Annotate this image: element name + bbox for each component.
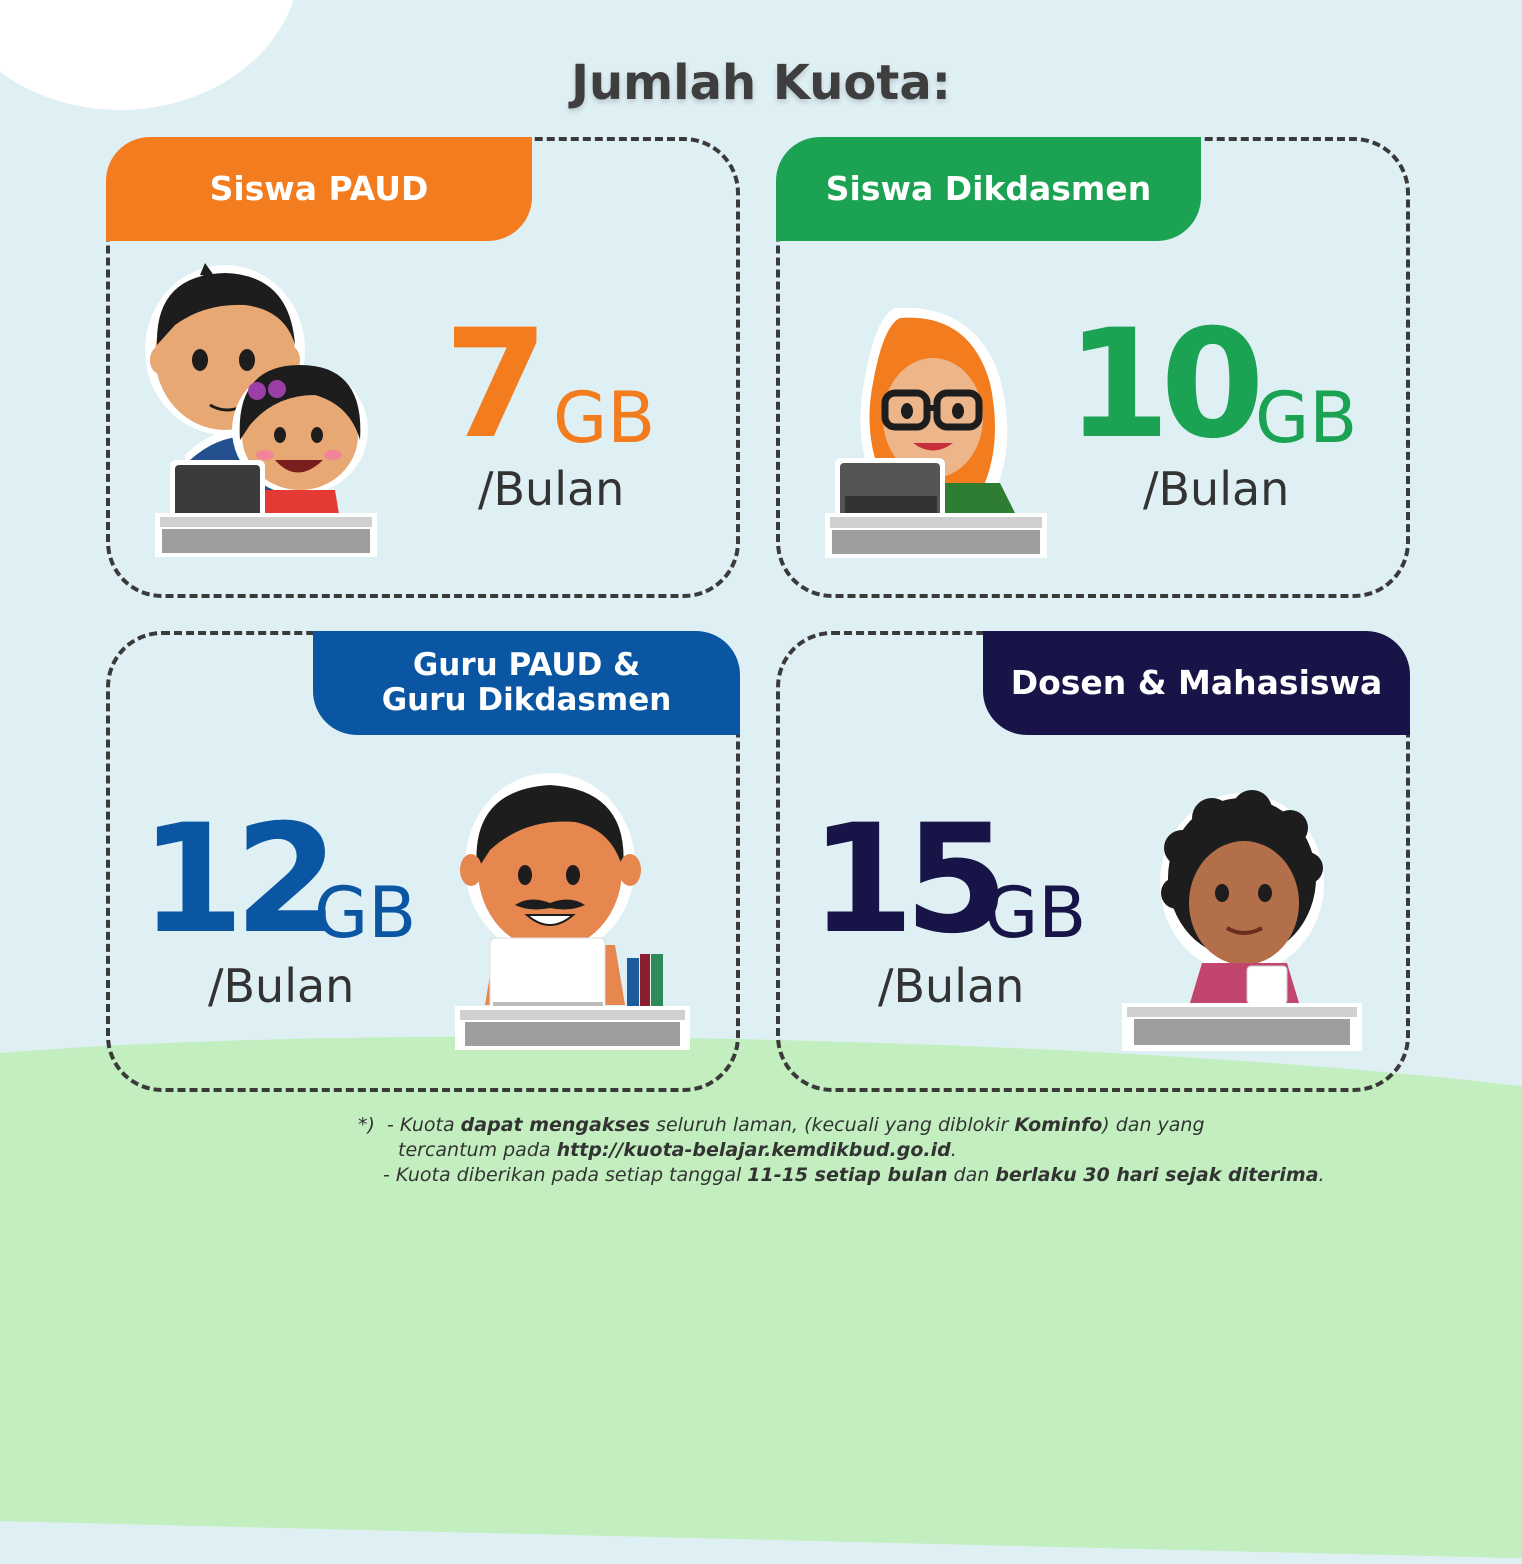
quota-amount-siswa-paud: 7	[444, 298, 548, 472]
quota-url-link[interactable]: http://kuota-belajar.kemdikbud.go.id	[556, 1139, 951, 1161]
background-ground	[0, 1016, 1522, 1564]
university-student-illustration	[1122, 790, 1362, 1051]
card-label-siswa-paud: Siswa PAUD	[106, 137, 532, 241]
footnote-line-1: *) - Kuota dapat mengakses seluruh laman…	[358, 1114, 1205, 1136]
card-label-dosen-mahasiswa: Dosen & Mahasiswa	[983, 631, 1410, 735]
quota-period-siswa-paud: /Bulan	[478, 462, 625, 516]
footnote: *) - Kuota dapat mengakses seluruh laman…	[358, 1113, 1398, 1188]
teacher-illustration	[455, 773, 690, 1050]
card-label-guru-line1: Guru PAUD &	[412, 647, 641, 684]
quota-period-siswa-dikdasmen: /Bulan	[1143, 462, 1290, 516]
quota-period-guru: /Bulan	[208, 959, 355, 1013]
quota-amount-guru: 12	[140, 793, 339, 967]
quota-amount-dosen-mahasiswa: 15	[810, 793, 1009, 967]
card-label-siswa-dikdasmen: Siswa Dikdasmen	[776, 137, 1201, 241]
footnote-line-3: - Kuota diberikan pada setiap tanggal 11…	[383, 1164, 1325, 1186]
quota-unit-siswa-dikdasmen: GB	[1255, 377, 1358, 459]
parent-child-illustration	[145, 263, 377, 557]
page-title: Jumlah Kuota:	[571, 55, 951, 111]
footnote-marker: *)	[358, 1114, 375, 1136]
card-label-guru: Guru PAUD & Guru Dikdasmen	[313, 631, 740, 735]
quota-unit-dosen-mahasiswa: GB	[984, 872, 1087, 954]
card-label-guru-line2: Guru Dikdasmen	[381, 682, 672, 718]
footnote-line-2: tercantum pada http://kuota-belajar.kemd…	[398, 1139, 957, 1161]
quota-amount-siswa-dikdasmen: 10	[1066, 298, 1265, 472]
quota-unit-guru: GB	[314, 872, 417, 954]
quota-period-dosen-mahasiswa: /Bulan	[878, 959, 1025, 1013]
hijab-student-illustration	[825, 308, 1047, 558]
quota-unit-siswa-paud: GB	[553, 377, 656, 459]
